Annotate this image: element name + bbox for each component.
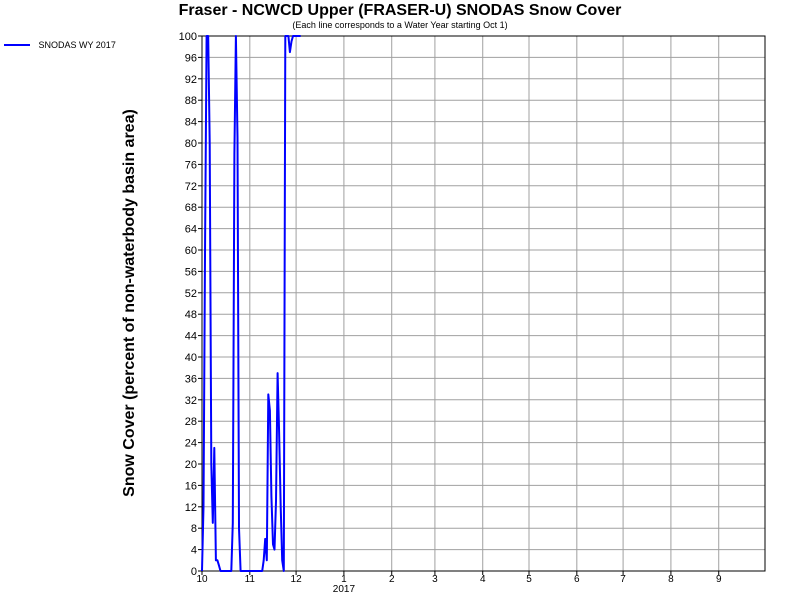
x-tick-label: 3 <box>432 574 438 585</box>
legend-label: SNODAS WY 2017 <box>38 39 116 50</box>
y-tick-label: 20 <box>185 459 197 471</box>
x-tick-label: 5 <box>526 574 532 585</box>
plot-background <box>202 36 765 571</box>
x-tick-label: 8 <box>668 574 674 585</box>
y-tick-label: 60 <box>185 245 197 257</box>
chart-title: Fraser - NCWCD Upper (FRASER-U) SNODAS S… <box>178 2 622 19</box>
y-tick-label: 36 <box>185 373 197 385</box>
x-tick-label: 7 <box>620 574 626 585</box>
y-tick-label: 68 <box>185 202 197 214</box>
y-tick-label: 72 <box>185 181 197 193</box>
y-tick-label: 28 <box>185 416 197 428</box>
y-tick-label: 44 <box>185 331 197 343</box>
y-tick-label: 12 <box>185 502 197 514</box>
x-tick-label: 9 <box>716 574 722 585</box>
x-tick-label: 1 <box>341 574 347 585</box>
y-tick-label: 84 <box>185 117 197 129</box>
x-tick-label: 4 <box>480 574 486 585</box>
x-year-label: 2017 <box>333 584 356 595</box>
y-tick-label: 96 <box>185 52 197 64</box>
legend-swatch <box>4 43 30 46</box>
legend: SNODAS WY 2017 <box>4 36 116 54</box>
y-tick-label: 56 <box>185 266 197 278</box>
x-tick-label: 2 <box>389 574 395 585</box>
y-tick-label: 32 <box>185 395 197 407</box>
x-tick-label: 6 <box>574 574 580 585</box>
x-tick-label: 12 <box>291 574 303 585</box>
y-tick-label: 64 <box>185 224 197 236</box>
y-tick-label: 48 <box>185 309 197 321</box>
y-tick-label: 40 <box>185 352 197 364</box>
y-tick-label: 76 <box>185 159 197 171</box>
y-tick-label: 80 <box>185 138 197 150</box>
x-tick-label: 11 <box>245 574 256 585</box>
y-tick-label: 8 <box>191 523 197 535</box>
y-tick-label: 4 <box>191 545 197 557</box>
y-tick-label: 16 <box>185 480 197 492</box>
y-tick-label: 88 <box>185 95 197 107</box>
y-tick-label: 0 <box>191 566 197 578</box>
series-line <box>201 35 301 572</box>
y-tick-label: 92 <box>185 74 197 86</box>
y-tick-label: 24 <box>185 438 197 450</box>
plot-frame <box>201 35 766 572</box>
y-tick-label: 52 <box>185 288 197 300</box>
y-tick-label: 100 <box>179 31 197 43</box>
chart-subtitle: (Each line corresponds to a Water Year s… <box>292 20 508 30</box>
x-tick-label: 10 <box>196 574 208 585</box>
